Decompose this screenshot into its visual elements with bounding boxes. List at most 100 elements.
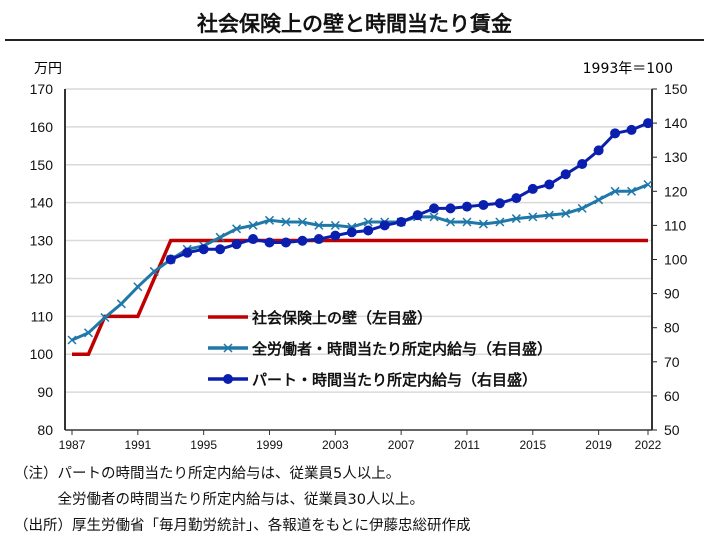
x-tick-label: 2022: [635, 438, 662, 452]
data-point: [461, 201, 472, 212]
data-point: [528, 212, 538, 222]
data-point: [626, 124, 637, 135]
left-tick-label: 130: [30, 233, 54, 249]
data-point: [363, 225, 374, 236]
left-tick-label: 100: [30, 346, 54, 362]
data-point: [215, 232, 225, 242]
data-point: [313, 234, 324, 245]
series-line-1: [72, 238, 648, 356]
data-point: [445, 203, 456, 214]
data-point: [281, 217, 291, 227]
data-point: [100, 312, 110, 323]
data-point: [165, 254, 176, 265]
data-point: [429, 212, 439, 222]
note-2: 全労働者の時間当たり所定内給与は、従業員30人以上。: [14, 492, 424, 508]
data-point: [215, 244, 226, 255]
data-point: [133, 282, 143, 292]
data-point: [495, 217, 505, 227]
data-point: [511, 214, 521, 224]
data-point: [264, 215, 275, 225]
data-point: [561, 208, 571, 218]
legend-label: 全労働者・時間当たり所定内給与（右目盛）: [251, 340, 552, 358]
data-point: [264, 237, 275, 248]
data-point: [149, 266, 159, 276]
data-point: [593, 145, 604, 156]
data-point: [330, 220, 340, 230]
data-point: [412, 210, 423, 221]
x-tick-label: 1995: [190, 438, 217, 452]
data-point: [610, 128, 621, 139]
data-point: [511, 193, 522, 204]
left-tick-label: 110: [31, 308, 54, 324]
data-point: [182, 247, 193, 258]
right-tick-label: 100: [664, 252, 688, 268]
data-point: [67, 335, 77, 345]
data-point: [297, 235, 308, 246]
data-point: [544, 210, 554, 220]
data-point: [330, 230, 341, 241]
data-point: [643, 118, 653, 129]
note-1: （注）パートの時間当たり所定内給与は、従業員5人以上。: [14, 466, 401, 482]
right-tick-label: 80: [664, 320, 680, 336]
right-tick-label: 60: [664, 388, 680, 404]
right-tick-label: 90: [664, 286, 680, 302]
left-tick-label: 160: [30, 119, 54, 135]
left-tick-label: 120: [30, 270, 54, 286]
data-point: [346, 227, 357, 238]
x-tick-label: 1987: [59, 438, 86, 452]
right-tick-label: 120: [664, 183, 688, 199]
data-point: [594, 195, 604, 205]
x-tick-label: 2019: [585, 438, 612, 452]
right-tick-label: 110: [664, 217, 687, 233]
data-point: [494, 198, 505, 209]
data-point: [83, 328, 93, 338]
data-point: [577, 159, 588, 170]
data-point: [544, 179, 555, 190]
data-point: [610, 186, 620, 196]
right-tick-label: 70: [664, 354, 680, 370]
left-tick-label: 150: [30, 157, 54, 173]
source-note: （出所）厚生労働省「毎月勤労統計」、各報道をもとに伊藤忠総研作成: [14, 518, 471, 534]
title-underline: [5, 39, 704, 41]
left-tick-label: 90: [37, 384, 53, 400]
data-point: [280, 237, 291, 248]
data-point: [462, 217, 472, 227]
chart-title: 社会保険上の壁と時間当たり賃金: [197, 12, 512, 36]
data-point: [445, 217, 456, 227]
x-tick-label: 1999: [256, 438, 283, 452]
data-point: [363, 217, 373, 227]
data-point: [314, 220, 324, 230]
right-axis-label: 1993年＝100: [582, 61, 673, 77]
right-tick-label: 130: [664, 149, 688, 165]
data-point: [627, 186, 637, 196]
data-point: [396, 216, 407, 227]
x-tick-label: 2011: [454, 438, 480, 452]
x-tick-label: 2015: [519, 438, 546, 452]
left-tick-label: 140: [30, 195, 54, 211]
data-point: [643, 179, 653, 190]
x-tick-label: 2003: [322, 438, 349, 452]
data-point: [478, 199, 489, 210]
left-axis-label: 万円: [34, 61, 62, 77]
data-point: [198, 244, 209, 255]
legend-label: パート・時間当たり所定内給与（右目盛）: [252, 371, 537, 389]
right-tick-label: 50: [664, 422, 680, 438]
data-point: [560, 169, 571, 180]
data-point: [116, 299, 126, 309]
legend-marker: [223, 343, 233, 353]
data-point: [248, 234, 259, 245]
left-tick-label: 170: [30, 81, 54, 97]
data-point: [231, 239, 242, 250]
data-point: [232, 224, 242, 234]
right-tick-label: 140: [664, 115, 688, 131]
x-tick-label: 1991: [124, 438, 151, 452]
data-point: [577, 203, 587, 213]
data-point: [478, 219, 488, 229]
right-tick-label: 150: [664, 81, 688, 97]
left-tick-label: 80: [37, 422, 53, 438]
data-point: [429, 203, 440, 214]
x-tick-label: 2007: [388, 438, 415, 452]
data-point: [248, 220, 258, 230]
